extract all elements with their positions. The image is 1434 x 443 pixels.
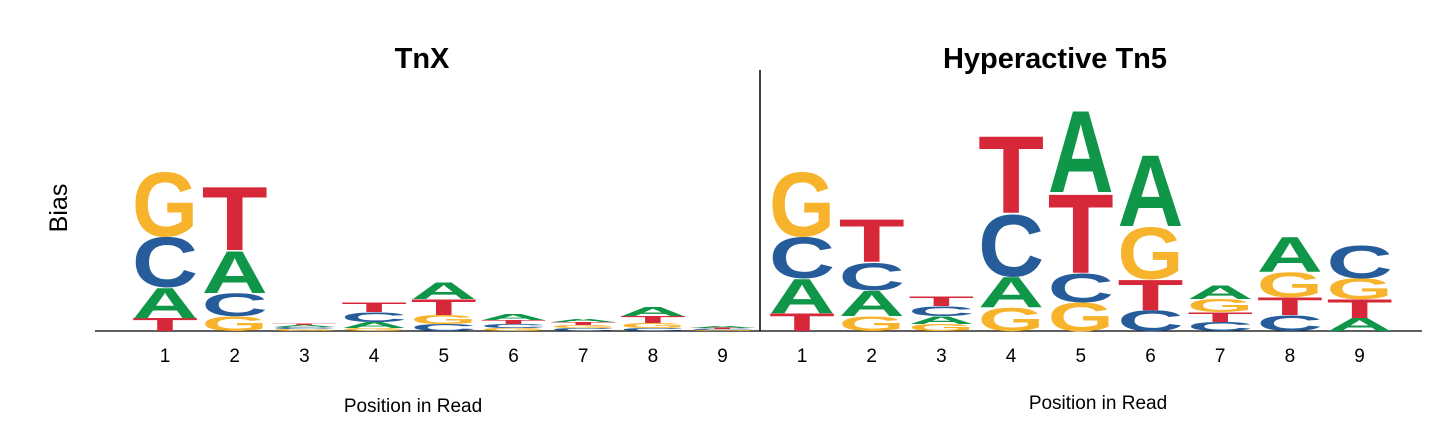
logo-letter: G (1048, 295, 1114, 340)
logo-letter: A (908, 314, 974, 327)
logo-letter: G (481, 327, 547, 332)
x-tick-label: 3 (936, 346, 947, 367)
logo-letter: C (202, 287, 268, 323)
logo-letter: T (1327, 294, 1393, 324)
logo-letter: G (908, 322, 974, 333)
x-tick-label: 9 (1354, 346, 1365, 367)
x-tick-label: 1 (160, 346, 171, 367)
x-axis-label: Position in Read (344, 396, 482, 417)
logo-letter: C (481, 323, 547, 329)
logo-letter: A (550, 318, 616, 323)
logo-letter: C (1118, 305, 1184, 337)
logo-letter: G (202, 312, 268, 335)
logo-letter: T (690, 328, 756, 330)
logo-letter: G (690, 330, 756, 332)
x-tick-label: 8 (1285, 346, 1296, 367)
logo-letter: T (908, 293, 974, 309)
logo-letter: A (341, 320, 407, 329)
x-tick-label: 1 (797, 346, 808, 367)
logo-letter: A (271, 324, 337, 327)
logo-letter: T (1118, 272, 1184, 320)
logo-letter: C (690, 329, 756, 331)
logo-letter: G (271, 328, 337, 331)
logo-letter: G (978, 301, 1044, 338)
logo-letter: T (1257, 292, 1323, 320)
logo-letter: A (1048, 87, 1114, 218)
x-tick-label: 2 (229, 346, 240, 367)
logo-letter: C (1327, 237, 1393, 289)
logo-letter: T (271, 324, 337, 326)
logo-letter: C (411, 322, 477, 333)
logo-letter: A (1257, 226, 1323, 283)
logo-letter: C (132, 224, 198, 303)
logo-letter: T (341, 299, 407, 315)
logo-letter: A (839, 283, 905, 324)
logo-letter: A (978, 268, 1044, 316)
logo-letter: T (978, 114, 1044, 237)
x-tick-label: 6 (1145, 346, 1156, 367)
x-tick-label: 4 (369, 346, 380, 367)
logo-letter: T (202, 169, 268, 270)
logo-letter: C (620, 327, 686, 332)
x-tick-label: 7 (578, 346, 589, 367)
x-tick-label: 2 (866, 346, 877, 367)
logo-letter: T (1048, 172, 1114, 298)
logo-letter: A (1118, 133, 1184, 248)
logo-letter: G (411, 313, 477, 327)
logo-letter: T (839, 206, 905, 275)
logo-letter: C (341, 309, 407, 325)
logo-letter: G (1257, 265, 1323, 304)
x-tick-label: 9 (717, 346, 728, 367)
logo-letter: C (1187, 320, 1253, 334)
logo-letter: G (1187, 295, 1253, 315)
logo-letter: G (132, 153, 198, 256)
x-tick-label: 5 (439, 346, 450, 367)
logo-letter: A (1187, 282, 1253, 304)
x-tick-label: 5 (1076, 346, 1087, 367)
logo-letter: C (769, 225, 835, 291)
logo-letter: C (1257, 311, 1323, 336)
logo-letter: A (132, 279, 198, 327)
logo-letter: G (341, 327, 407, 332)
logo-letter: G (1327, 273, 1393, 305)
logo-letter: C (978, 198, 1044, 296)
logo-letter: G (1118, 212, 1184, 295)
logo-letter: T (411, 295, 477, 320)
panel-title: Hyperactive Tn5 (943, 43, 1167, 75)
logo-letter: C (1048, 265, 1114, 310)
logo-letter: C (271, 326, 337, 329)
logo-letter: G (839, 312, 905, 335)
x-tick-label: 6 (508, 346, 519, 367)
x-tick-label: 4 (1006, 346, 1017, 367)
logo-letter: A (690, 325, 756, 328)
x-tick-label: 3 (299, 346, 310, 367)
x-axis-label: Position in Read (1029, 393, 1167, 414)
logo-letter: T (481, 319, 547, 325)
logo-letter: T (1187, 309, 1253, 325)
logo-letter: T (550, 321, 616, 326)
logo-letter: A (202, 239, 268, 306)
x-tick-label: 7 (1215, 346, 1226, 367)
logo-letter: T (769, 308, 835, 336)
logo-letter: G (769, 153, 835, 256)
logo-letter: T (132, 315, 198, 335)
panel-title: TnX (395, 43, 450, 75)
x-tick-label: 8 (648, 346, 659, 367)
logo-letter: C (908, 303, 974, 319)
logo-letter: A (769, 269, 835, 324)
logo-letter: G (620, 322, 686, 330)
y-axis-label: Bias (45, 184, 73, 233)
logo-letter: C (550, 327, 616, 332)
logo-letter: A (1327, 314, 1393, 334)
logo-letter: A (620, 305, 686, 319)
logo-letter: A (411, 278, 477, 304)
logo-letter: T (620, 314, 686, 325)
logo-letter: A (481, 312, 547, 321)
logo-letter: G (550, 324, 616, 329)
logo-letter: C (839, 254, 905, 298)
